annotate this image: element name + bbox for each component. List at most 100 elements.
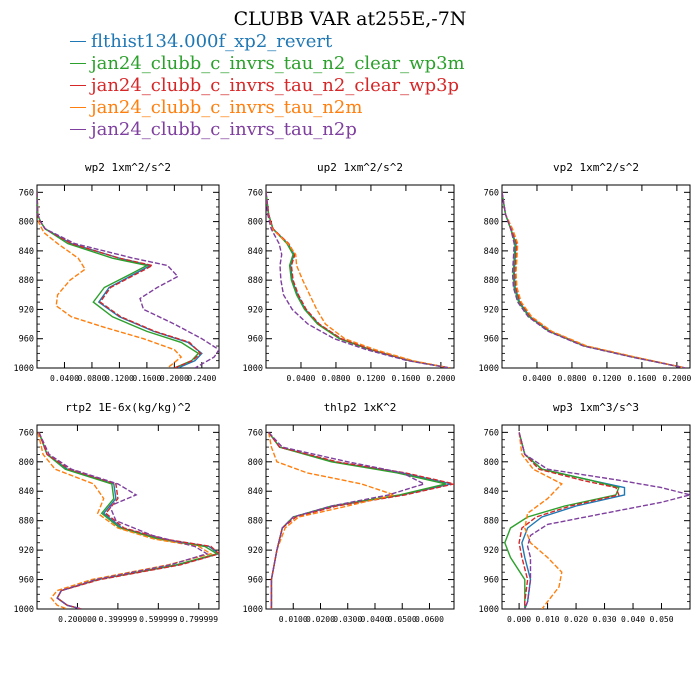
chart-title: wp2 1xm^2/s^2: [85, 161, 171, 174]
series-line: [38, 432, 219, 609]
y-tick-label: 1000: [479, 364, 499, 374]
y-tick-label: 760: [248, 188, 263, 198]
chart-frame: [36, 184, 220, 369]
series-line: [502, 192, 686, 368]
x-tick-label: 0.2000: [160, 374, 189, 383]
series-group: [37, 192, 219, 368]
x-tick-label: 0.399999: [99, 615, 138, 624]
y-tick-label: 920: [19, 546, 34, 556]
x-tick-label: 0.1600: [391, 374, 420, 383]
series-group: [268, 431, 454, 609]
series-line: [266, 192, 450, 368]
x-tick-label: 0.200000: [58, 615, 97, 624]
series-group: [37, 432, 219, 609]
chart-panel: wp3 1xm^3/s^3 760 800 840 880 920 960 1000 0.000…: [479, 401, 691, 624]
y-tick-label: 920: [19, 305, 34, 315]
legend-item: flthist134.000f_xp2_revert: [70, 30, 465, 52]
x-tick-label: 0.0800: [77, 374, 106, 383]
y-tick-label: 760: [19, 188, 34, 198]
y-tick-label: 880: [484, 276, 499, 286]
x-tick-label: 0.2000: [662, 374, 691, 383]
legend-label: jan24_clubb_c_invrs_tau_n2_clear_wp3m: [91, 52, 465, 74]
y-tick-label: 1000: [243, 605, 263, 615]
series-line: [37, 192, 183, 368]
y-tick-label: 800: [248, 218, 263, 228]
y-tick-label: 1000: [14, 605, 34, 615]
y-tick-label: 840: [19, 487, 34, 497]
chart-frame: [265, 424, 455, 610]
legend: flthist134.000f_xp2_revert jan24_clubb_c…: [70, 30, 465, 140]
y-tick-label: 800: [19, 458, 34, 468]
series-line: [266, 192, 450, 368]
y-tick-label: 760: [19, 428, 34, 438]
y-tick-label: 800: [484, 218, 499, 228]
y-tick-label: 760: [248, 428, 263, 438]
y-tick-label: 1000: [14, 364, 34, 374]
x-tick-label: 0.0500: [388, 615, 417, 624]
y-tick-label: 1000: [243, 364, 263, 374]
x-tick-label: 0.0100: [279, 615, 308, 624]
legend-label: jan24_clubb_c_invrs_tau_n2m: [91, 96, 363, 118]
x-tick-label: 0.0600: [415, 615, 444, 624]
y-tick-label: 840: [484, 487, 499, 497]
legend-label: flthist134.000f_xp2_revert: [91, 30, 333, 52]
series-line: [268, 432, 397, 609]
x-tick-label: 0.1200: [592, 374, 621, 383]
y-tick-label: 880: [248, 276, 263, 286]
x-tick-label: 0.040: [621, 615, 645, 624]
legend-item: jan24_clubb_c_invrs_tau_n2_clear_wp3p: [70, 74, 465, 96]
legend-swatch: [70, 62, 86, 64]
chart-frame: [36, 424, 220, 610]
x-tick-label: 0.2400: [187, 374, 216, 383]
legend-item: jan24_clubb_c_invrs_tau_n2m: [70, 96, 465, 118]
y-tick-label: 840: [248, 487, 263, 497]
series-line: [504, 432, 620, 609]
chart-panel: up2 1xm^2/s^2 760 800 840 880 920 960 1000 0.040…: [243, 161, 456, 383]
x-tick-label: 0.599999: [139, 615, 178, 624]
series-line: [37, 192, 219, 368]
y-tick-label: 1000: [479, 605, 499, 615]
x-tick-label: 0.050: [649, 615, 673, 624]
series-line: [37, 432, 213, 609]
series-line: [37, 192, 202, 368]
legend-item: jan24_clubb_c_invrs_tau_n2p: [70, 118, 465, 140]
x-tick-label: 0.0400: [361, 615, 390, 624]
series-line: [502, 192, 686, 368]
legend-swatch: [70, 106, 86, 108]
y-tick-label: 800: [248, 458, 263, 468]
x-tick-label: 0.1600: [627, 374, 656, 383]
legend-swatch: [70, 40, 86, 42]
series-line: [502, 192, 686, 368]
chart-title: rtp2 1E-6x(kg/kg)^2: [65, 401, 191, 414]
chart-title: thlp2 1xK^2: [324, 401, 397, 414]
series-line: [266, 192, 450, 368]
y-tick-label: 960: [19, 335, 34, 345]
y-tick-label: 920: [248, 305, 263, 315]
series-line: [502, 192, 686, 368]
y-tick-label: 840: [19, 247, 34, 257]
series-line: [266, 192, 450, 368]
series-group: [266, 192, 450, 368]
x-tick-label: 0.0400: [50, 374, 79, 383]
x-tick-label: 0.0800: [558, 374, 587, 383]
series-line: [37, 192, 200, 368]
chart-panel: vp2 1xm^2/s^2 760 800 840 880 920 960 1000 0.040…: [479, 161, 692, 383]
series-line: [268, 431, 452, 609]
series-line: [38, 432, 209, 609]
y-tick-label: 960: [248, 576, 263, 586]
chart-panel: thlp2 1xK^276080084088092096010000.01000…: [243, 401, 455, 624]
y-tick-label: 800: [19, 218, 34, 228]
chart-title: up2 1xm^2/s^2: [317, 161, 403, 174]
y-tick-label: 760: [484, 428, 499, 438]
x-tick-label: 0.0800: [322, 374, 351, 383]
legend-swatch: [70, 128, 86, 130]
series-line: [518, 432, 620, 609]
series-line: [518, 432, 690, 609]
x-tick-label: 0.0300: [333, 615, 362, 624]
series-line: [38, 432, 219, 609]
y-tick-label: 800: [484, 458, 499, 468]
x-tick-label: 0.0400: [523, 374, 552, 383]
y-tick-label: 880: [19, 517, 34, 527]
series-line: [268, 431, 446, 609]
